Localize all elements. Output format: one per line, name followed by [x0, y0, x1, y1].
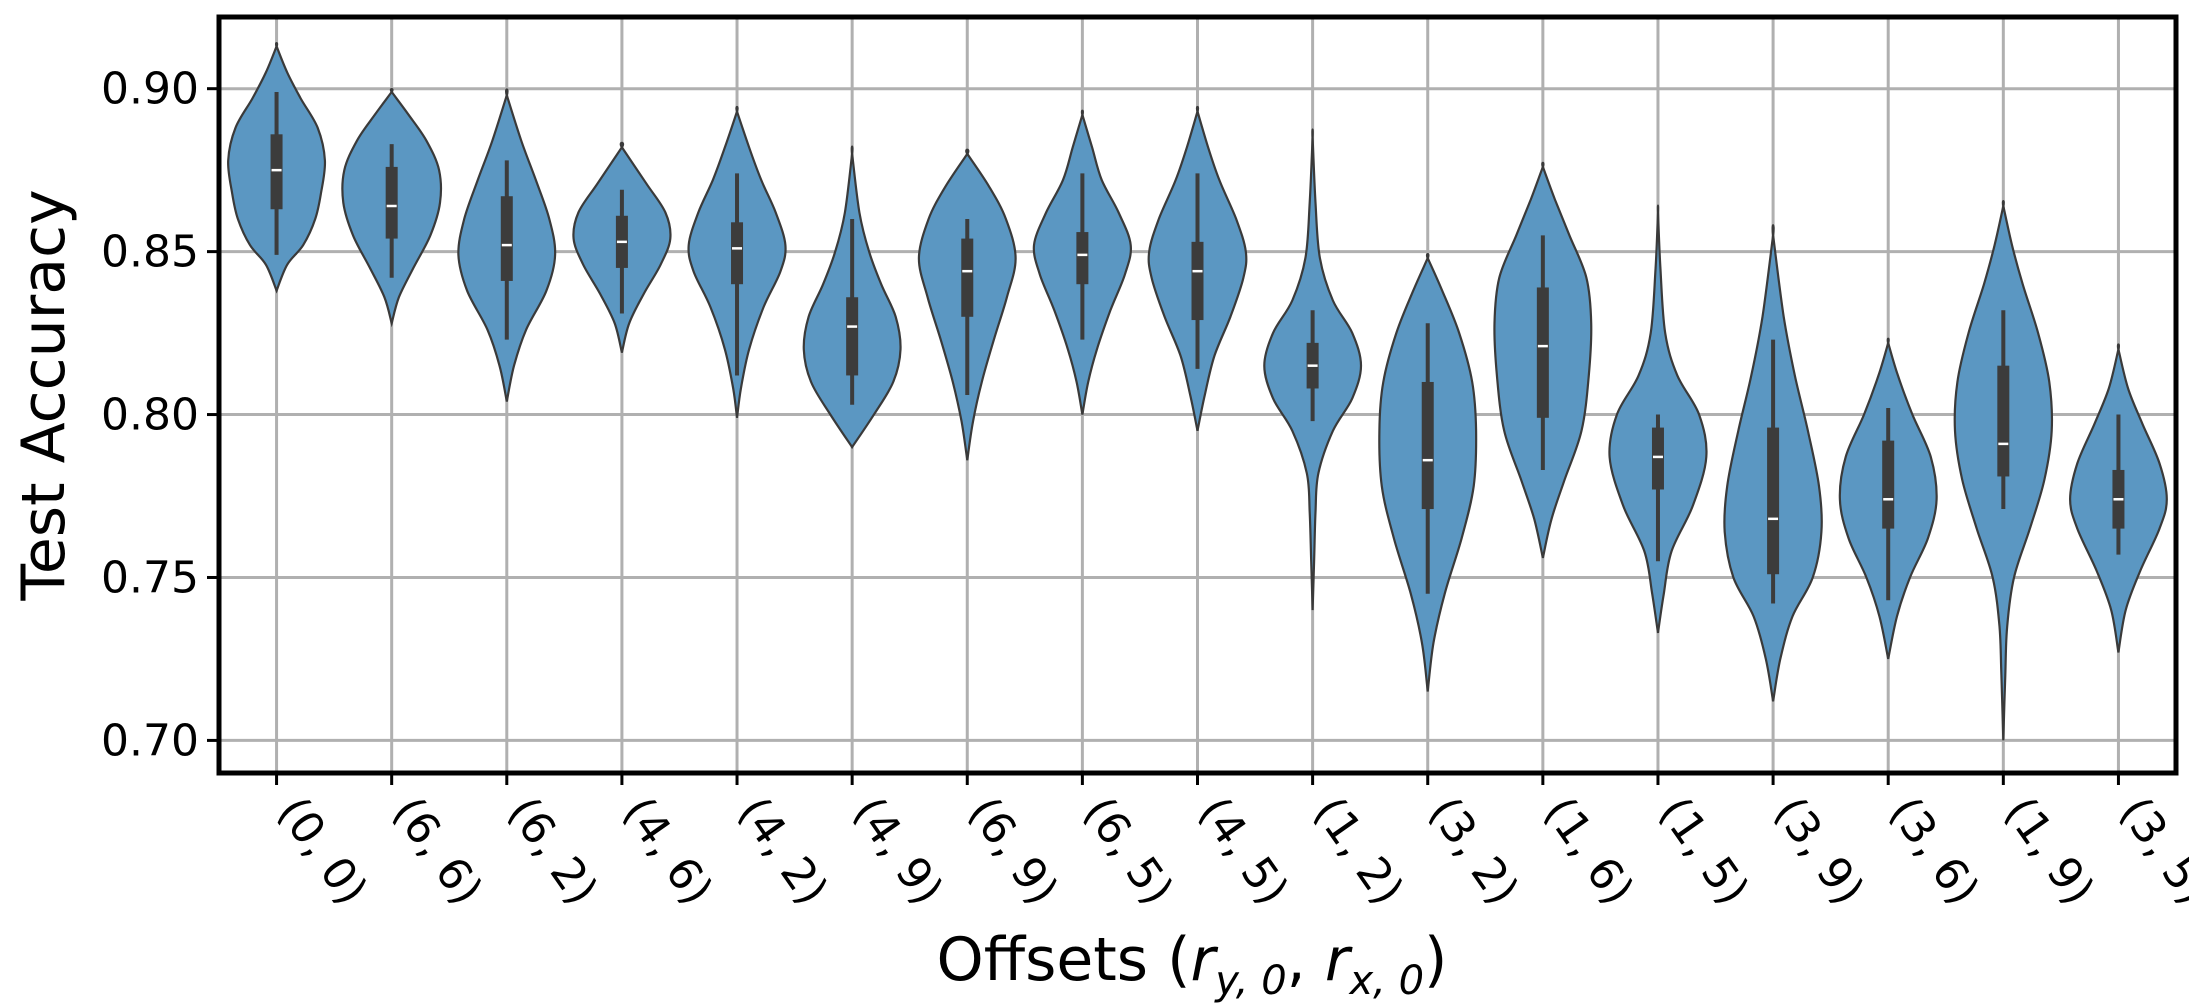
x-tick-label: (3, 9) [1764, 788, 1874, 914]
y-tick-label: 0.75 [101, 552, 199, 603]
violin-box [500, 196, 513, 281]
violin-box [270, 134, 283, 210]
y-axis-ticks: 0.70 0.75 0.80 0.85 0.90 [101, 64, 219, 766]
x-tick-label: (6, 5) [1073, 788, 1183, 914]
x-tick-label: (6, 6) [383, 788, 493, 914]
x-axis-title-suffix: ) [1424, 925, 1447, 995]
x-tick-label: (4, 9) [843, 788, 953, 914]
x-tick-label: (3, 5) [2109, 788, 2189, 914]
x-axis-title: Offsets (ry, 0, rx, 0) [937, 925, 1448, 1004]
x-tick-label: (1, 2) [1304, 788, 1414, 914]
y-tick-label: 0.90 [101, 64, 199, 115]
violin-box [1191, 241, 1204, 321]
violin-box [1767, 427, 1780, 575]
violin-box [1421, 381, 1434, 510]
violin-box [385, 166, 398, 239]
x-axis-title-symbol-1: r [1191, 925, 1219, 995]
x-axis-ticks: (0, 0) (6, 6) (6, 2) (4, 6) (4, 2) (4, 9) (6, … [268, 773, 2189, 914]
violin-box [1076, 232, 1089, 285]
violin-box [1997, 365, 2010, 477]
x-tick-label: (6, 2) [498, 788, 608, 914]
x-tick-label: (1, 6) [1534, 788, 1644, 914]
x-axis-title-prefix: Offsets ( [937, 925, 1191, 995]
x-tick-label: (1, 9) [1994, 788, 2104, 914]
x-tick-label: (4, 2) [728, 788, 838, 914]
violin-box [731, 222, 744, 285]
violin-box [846, 297, 859, 376]
x-tick-label: (4, 5) [1188, 788, 1298, 914]
x-tick-label: (4, 6) [613, 788, 723, 914]
violin-box [1651, 427, 1664, 490]
y-axis-title: Test Accuracy [9, 189, 79, 601]
y-tick-label: 0.70 [101, 715, 199, 766]
x-tick-label: (1, 5) [1649, 788, 1759, 914]
violin-box [1536, 287, 1549, 418]
x-tick-label: (6, 9) [958, 788, 1068, 914]
x-tick-label: (3, 6) [1879, 788, 1989, 914]
x-axis-title-separator: , [1287, 925, 1325, 995]
x-axis-title-subscript-1: y, 0 [1214, 958, 1286, 1004]
x-tick-label: (0, 0) [268, 788, 378, 914]
violin-box [1882, 440, 1895, 529]
violins [227, 41, 2168, 741]
x-axis-title-subscript-2: x, 0 [1347, 958, 1424, 1004]
y-tick-label: 0.80 [101, 390, 199, 441]
y-tick-label: 0.85 [101, 227, 199, 278]
x-axis-title-symbol-2: r [1325, 925, 1353, 995]
violin-box [961, 238, 974, 317]
x-tick-label: (3, 2) [1419, 788, 1529, 914]
